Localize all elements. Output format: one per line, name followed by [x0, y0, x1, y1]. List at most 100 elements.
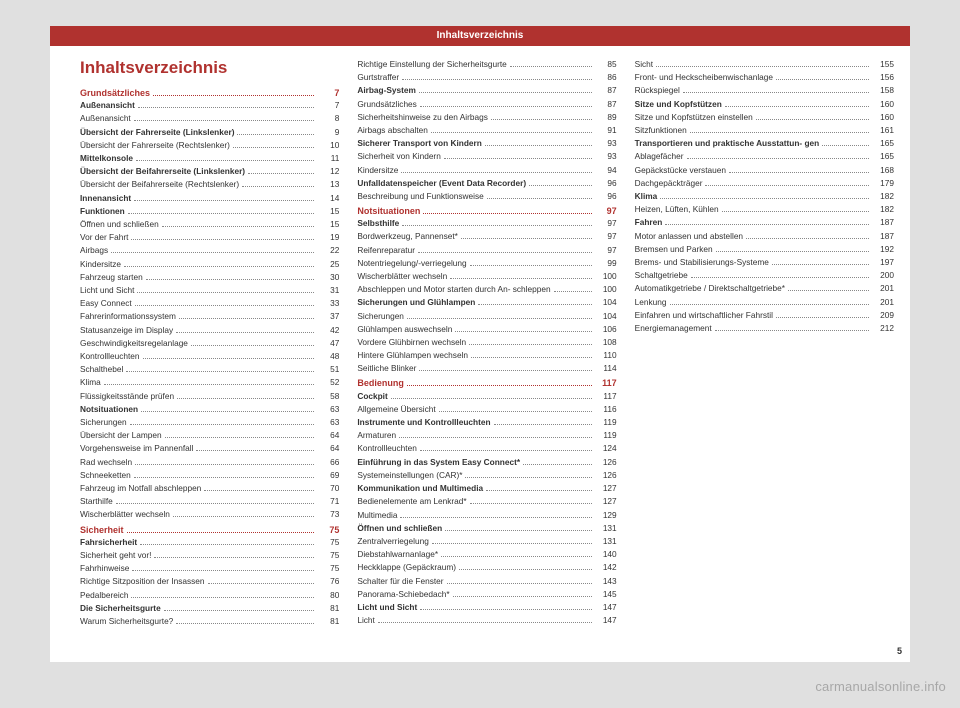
- toc-dots: [111, 252, 314, 253]
- toc-section: Grundsätzliches7: [80, 88, 339, 98]
- toc-dots: [453, 596, 592, 597]
- toc-entry: Sicherheit von Kindern93: [357, 150, 616, 162]
- toc-dots: [407, 385, 592, 386]
- toc-label: Sicherheitshinweise zu den Airbags: [357, 111, 488, 123]
- toc-page-number: 145: [595, 588, 617, 600]
- toc-label: Panorama-Schiebedach*: [357, 588, 449, 600]
- toc-dots: [788, 290, 869, 291]
- toc-dots: [248, 173, 314, 174]
- toc-dots: [154, 557, 314, 558]
- toc-entry: Rückspiegel158: [635, 84, 894, 96]
- toc-entry: Fahrzeug im Notfall abschleppen70: [80, 482, 339, 494]
- toc-dots: [690, 132, 869, 133]
- toc-dots: [683, 92, 869, 93]
- toc-page-number: 158: [872, 84, 894, 96]
- toc-entry: Lenkung201: [635, 296, 894, 308]
- toc-label: Übersicht der Fahrerseite (Rechtslenker): [80, 139, 230, 151]
- toc-dots: [510, 66, 592, 67]
- toc-entry: Übersicht der Fahrerseite (Rechtslenker)…: [80, 139, 339, 151]
- toc-page-number: 127: [595, 495, 617, 507]
- toc-entry: Warum Sicherheitsgurte?81: [80, 615, 339, 627]
- toc-label: Fahrsicherheit: [80, 536, 137, 548]
- toc-label: Notentriegelung/-verriegelung: [357, 257, 466, 269]
- toc-label: Bedienung: [357, 378, 404, 388]
- toc-dots: [176, 623, 314, 624]
- toc-page-number: 119: [595, 416, 617, 428]
- toc-dots: [140, 544, 314, 545]
- toc-page-number: 31: [317, 284, 339, 296]
- toc-page-number: 33: [317, 297, 339, 309]
- toc-dots: [162, 226, 315, 227]
- toc-label: Sicherheit von Kindern: [357, 150, 440, 162]
- toc-page-number: 182: [872, 203, 894, 215]
- toc-dots: [494, 424, 592, 425]
- toc-label: Cockpit: [357, 390, 387, 402]
- toc-entry: Richtige Einstellung der Sicherheitsgurt…: [357, 58, 616, 70]
- toc-page-number: 197: [872, 256, 894, 268]
- toc-label: Reifenreparatur: [357, 244, 415, 256]
- toc-page-number: 165: [872, 150, 894, 162]
- toc-dots: [715, 330, 869, 331]
- toc-entry: Licht und Sicht147: [357, 601, 616, 613]
- toc-page-number: 104: [595, 310, 617, 322]
- toc-label: Dachgepäckträger: [635, 177, 703, 189]
- toc-dots: [131, 239, 314, 240]
- toc-page-number: 7: [317, 99, 339, 111]
- toc-dots: [130, 424, 315, 425]
- toc-entry: Airbags abschalten91: [357, 124, 616, 136]
- toc-page-number: 124: [595, 442, 617, 454]
- toc-label: Starthilfe: [80, 495, 113, 507]
- toc-page-number: 117: [595, 378, 617, 388]
- toc-label: Systemeinstellungen (CAR)*: [357, 469, 462, 481]
- toc-page-number: 76: [317, 575, 339, 587]
- toc-entry: Unfalldatenspeicher (Event Data Recorder…: [357, 177, 616, 189]
- toc-entry: Schneeketten69: [80, 469, 339, 481]
- toc-label: Kindersitze: [357, 164, 398, 176]
- toc-entry: Die Sicherheitsgurte81: [80, 602, 339, 614]
- toc-label: Öffnen und schließen: [80, 218, 159, 230]
- toc-page-number: 66: [317, 456, 339, 468]
- toc-dots: [176, 332, 314, 333]
- toc-entry: Transportieren und praktische Ausstattun…: [635, 137, 894, 149]
- toc-page-number: 117: [595, 390, 617, 402]
- toc-label: Multimedia: [357, 509, 397, 521]
- toc-dots: [143, 358, 315, 359]
- toc-page-number: 142: [595, 561, 617, 573]
- toc-dots: [179, 318, 314, 319]
- toc-entry: Fahrsicherheit75: [80, 536, 339, 548]
- toc-entry: Brems- und Stabilisierungs-Systeme197: [635, 256, 894, 268]
- toc-entry: Klima52: [80, 376, 339, 388]
- toc-page-number: 119: [595, 429, 617, 441]
- toc-dots: [439, 411, 592, 412]
- toc-dots: [128, 213, 315, 214]
- toc-page-number: 12: [317, 165, 339, 177]
- toc-entry: Außenansicht8: [80, 112, 339, 124]
- toc-entry: Seitliche Blinker114: [357, 362, 616, 374]
- toc-label: Sicherungen: [80, 416, 127, 428]
- toc-page-number: 30: [317, 271, 339, 283]
- toc-entry: Beschreibung und Funktionsweise96: [357, 190, 616, 202]
- toc-label: Sitze und Kopfstützen: [635, 98, 722, 110]
- toc-page-number: 48: [317, 350, 339, 362]
- toc-entry: Sitzfunktionen161: [635, 124, 894, 136]
- toc-entry: Heizen, Lüften, Kühlen182: [635, 203, 894, 215]
- toc-dots: [134, 477, 315, 478]
- toc-entry: Funktionen15: [80, 205, 339, 217]
- toc-entry: Panorama-Schiebedach* 145: [357, 588, 616, 600]
- toc-label: Kontrollleuchten: [357, 442, 417, 454]
- toc-dots: [136, 160, 314, 161]
- toc-entry: Front- und Heckscheibenwischanlage156: [635, 71, 894, 83]
- toc-entry: Diebstahlwarnanlage*140: [357, 548, 616, 560]
- toc-label: Notsituationen: [357, 206, 420, 216]
- toc-label: Energiemanagement: [635, 322, 712, 334]
- toc-dots: [126, 371, 314, 372]
- toc-label: Airbags abschalten: [357, 124, 428, 136]
- toc-entry: Fahrhinweise75: [80, 562, 339, 574]
- toc-entry: Übersicht der Fahrerseite (Linkslenker)9: [80, 126, 339, 138]
- toc-entry: Dachgepäckträger179: [635, 177, 894, 189]
- toc-entry: Multimedia129: [357, 509, 616, 521]
- toc-dots: [204, 490, 314, 491]
- toc-section: Notsituationen97: [357, 206, 616, 216]
- toc-label: Rad wechseln: [80, 456, 132, 468]
- toc-dots: [138, 107, 314, 108]
